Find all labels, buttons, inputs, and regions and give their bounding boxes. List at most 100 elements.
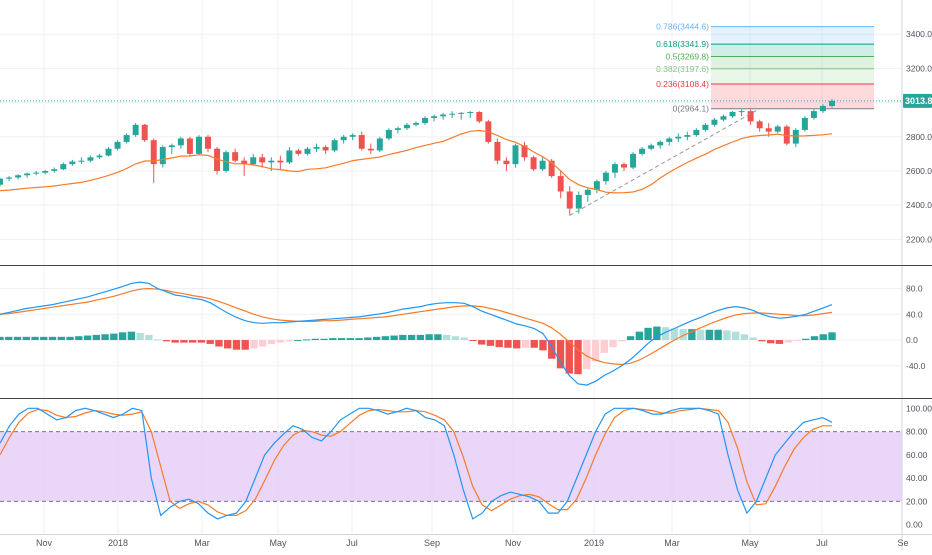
candle-body bbox=[132, 124, 139, 136]
price-axis-label: 3400.0 bbox=[906, 29, 932, 39]
candle-body bbox=[241, 160, 248, 165]
candle-body bbox=[96, 155, 103, 158]
time-axis-label: Jul bbox=[346, 538, 358, 548]
candle-body bbox=[774, 126, 781, 132]
macd-histogram-bar bbox=[819, 334, 827, 341]
time-axis-label: May bbox=[269, 538, 287, 548]
stochastic-axis-label: 80.00 bbox=[906, 427, 928, 437]
macd-histogram-bar bbox=[83, 335, 92, 341]
macd-pane[interactable] bbox=[0, 281, 836, 386]
macd-histogram-bar bbox=[127, 331, 136, 341]
macd-histogram-bar bbox=[13, 336, 22, 341]
macd-axis[interactable]: 80.0 40.0 0.0 -40.0 bbox=[906, 284, 926, 371]
macd-histogram-bar bbox=[749, 337, 757, 341]
candle-body bbox=[539, 160, 546, 170]
time-axis-label: Se bbox=[897, 538, 908, 548]
last-price-tag: 3013.8 bbox=[903, 93, 932, 108]
macd-histogram-bar bbox=[548, 340, 556, 359]
candle-body bbox=[60, 164, 67, 170]
candle-body bbox=[277, 160, 284, 163]
macd-histogram-bar bbox=[285, 340, 293, 342]
candle-body bbox=[286, 150, 293, 163]
macd-histogram-bar bbox=[22, 336, 30, 341]
candle-body bbox=[476, 111, 483, 122]
moving-average-line bbox=[0, 129, 833, 194]
macd-histogram-bar bbox=[618, 340, 626, 342]
macd-histogram-bar bbox=[188, 340, 197, 343]
stochastic-pane[interactable] bbox=[0, 407, 902, 520]
candle-body bbox=[431, 116, 438, 118]
candle-body bbox=[521, 145, 528, 158]
fib-zone bbox=[711, 84, 874, 109]
time-axis[interactable]: Nov 2018 Mar May Jul Sep Nov 2019 Mar May Jul Se bbox=[36, 538, 909, 548]
macd-histogram-bar bbox=[276, 340, 284, 343]
stochastic-axis-label: 60.00 bbox=[906, 450, 928, 460]
macd-histogram-bar bbox=[294, 340, 302, 342]
candle-body bbox=[42, 170, 49, 173]
candle-body bbox=[801, 117, 808, 130]
macd-histogram-bar bbox=[574, 340, 582, 375]
macd-histogram-bar bbox=[591, 340, 600, 362]
candle-body bbox=[512, 145, 519, 165]
candle-body bbox=[810, 111, 817, 118]
macd-histogram-bar bbox=[0, 336, 4, 341]
macd-histogram-bar bbox=[337, 338, 346, 341]
candle-body bbox=[756, 121, 763, 129]
macd-signal-line bbox=[0, 287, 833, 366]
candle-body bbox=[657, 141, 664, 146]
candle-body bbox=[51, 169, 58, 171]
macd-histogram-bar bbox=[92, 334, 101, 341]
candle-body bbox=[313, 147, 320, 149]
macd-histogram-bar bbox=[539, 340, 547, 351]
price-pane[interactable]: 0.786(3444.6) 0.618(3341.9) 0.5(3269.8) 0.3… bbox=[0, 22, 902, 216]
macd-histogram-bar bbox=[600, 340, 608, 353]
macd-histogram-bar bbox=[705, 329, 714, 341]
price-axis-label: 2400.0 bbox=[906, 200, 932, 210]
macd-histogram-bar bbox=[136, 332, 144, 341]
fibonacci-retracement[interactable]: 0.786(3444.6) 0.618(3341.9) 0.5(3269.8) 0.3… bbox=[656, 22, 874, 114]
trend-line[interactable] bbox=[569, 108, 760, 216]
candle-body bbox=[738, 111, 745, 113]
candle-body bbox=[413, 123, 419, 125]
candle-body bbox=[639, 148, 646, 154]
fib-level-label: 0(2964.1) bbox=[673, 104, 710, 114]
candle-body bbox=[15, 175, 22, 178]
time-axis-label: 2019 bbox=[584, 538, 604, 548]
candle-body bbox=[648, 145, 655, 149]
candle-body bbox=[340, 136, 347, 141]
macd-histogram-bar bbox=[267, 340, 276, 344]
candle-body bbox=[24, 173, 31, 176]
candle-body bbox=[702, 124, 709, 130]
candle-body bbox=[584, 189, 591, 195]
macd-histogram-bar bbox=[302, 339, 311, 341]
candle-body bbox=[747, 111, 754, 122]
macd-histogram-bar bbox=[609, 340, 617, 348]
candle-body bbox=[295, 150, 302, 154]
macd-histogram-bar bbox=[75, 336, 83, 341]
macd-histogram-bar bbox=[478, 340, 486, 345]
candle-body bbox=[322, 147, 329, 151]
time-axis-label: Mar bbox=[664, 538, 680, 548]
macd-histogram-bar bbox=[224, 340, 232, 349]
macd-histogram-bar bbox=[635, 331, 644, 341]
macd-histogram-bar bbox=[696, 329, 705, 341]
candle-body bbox=[214, 148, 221, 171]
macd-histogram-bar bbox=[5, 336, 13, 341]
fib-level-label: 0.618(3341.9) bbox=[656, 39, 709, 49]
macd-histogram-bar bbox=[101, 334, 109, 341]
time-axis-label: 2018 bbox=[108, 538, 128, 548]
candle-body bbox=[367, 148, 374, 151]
macd-histogram-bar bbox=[311, 338, 319, 341]
stochastic-axis[interactable]: 100.00 80.00 60.00 40.00 20.00 0.00 bbox=[906, 403, 932, 529]
candle-body bbox=[494, 141, 501, 161]
time-axis-label: Nov bbox=[505, 538, 522, 548]
candle-body bbox=[467, 111, 474, 113]
candle-body bbox=[557, 176, 564, 192]
macd-histogram-bar bbox=[653, 326, 661, 341]
candle-body bbox=[33, 172, 40, 174]
candle-body bbox=[548, 160, 555, 177]
candle-body bbox=[0, 178, 3, 185]
fib-zone bbox=[711, 26, 874, 45]
